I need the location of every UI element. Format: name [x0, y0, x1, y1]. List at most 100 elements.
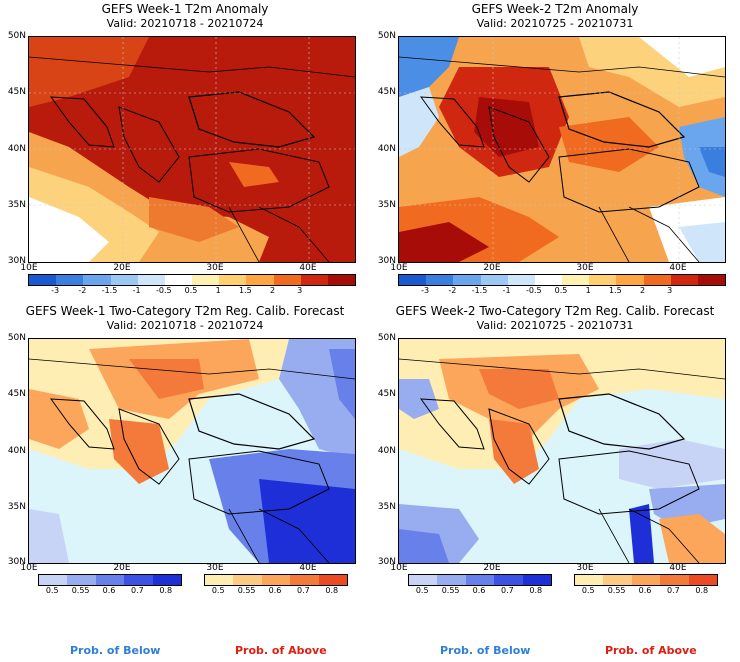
anomaly-swatch-11	[697, 275, 726, 285]
lat-label-35n: 35N	[7, 502, 26, 512]
lat-label-40n: 40N	[377, 144, 396, 154]
anomaly-tick-label: 3	[667, 286, 673, 295]
anomaly-tick-label: 0.5	[554, 286, 568, 295]
anomaly-tick-label: 2	[269, 286, 276, 295]
anomaly-swatch-0	[29, 275, 57, 285]
anomaly-tick-label: 0.5	[184, 286, 198, 295]
lat-label-45n: 45N	[377, 87, 396, 97]
lat-label-30n: 30N	[377, 256, 396, 266]
prob-below-tick-label: 0.5	[415, 586, 429, 595]
anomaly-tick-label: -3	[51, 286, 60, 295]
lon-label-40e: 40E	[669, 263, 687, 273]
panel-valid-dates: Valid: 20210725 - 20210731	[476, 17, 634, 30]
probability-map-graphic	[29, 339, 355, 563]
prob-above-caption-right: Prob. of Above	[605, 644, 697, 657]
anomaly-swatch-8	[616, 275, 644, 285]
prob-below-tick-label: 0.6	[102, 586, 116, 595]
prob-below-colorbar	[408, 574, 552, 586]
prob-below-swatch-4	[152, 575, 182, 585]
anomaly-colorbar	[28, 274, 356, 286]
lon-label-20e: 20E	[483, 263, 501, 273]
anomaly-swatch-4	[507, 275, 535, 285]
anomaly-tick-label: -1	[132, 286, 141, 295]
probability-map-week1	[28, 338, 356, 564]
lon-label-10e: 10E	[20, 563, 38, 573]
anomaly-swatch-9	[643, 275, 671, 285]
panel-valid-dates: Valid: 20210718 - 20210724	[106, 17, 264, 30]
prob-above-tick-label: 0.6	[268, 586, 282, 595]
anomaly-swatch-0	[399, 275, 427, 285]
prob-above-tick-label: 0.5	[211, 586, 225, 595]
anomaly-colorbar	[398, 274, 726, 286]
panel-title: GEFS Week-1 T2m Anomaly	[101, 2, 269, 16]
lon-label-30e: 30E	[206, 263, 224, 273]
panel-week1-probability: GEFS Week-1 Two-Category T2m Reg. Calib.…	[0, 300, 370, 610]
prob-below-caption-right: Prob. of Below	[440, 644, 531, 657]
lat-label-45n: 45N	[377, 389, 396, 399]
prob-below-swatch-0	[39, 575, 68, 585]
prob-below-swatch-3	[494, 575, 523, 585]
lat-label-50n: 50N	[7, 333, 26, 343]
prob-above-tick-label: 0.55	[237, 586, 256, 595]
lat-label-35n: 35N	[377, 502, 396, 512]
panel-valid-dates: Valid: 20210725 - 20210731	[476, 319, 634, 332]
anomaly-tick-label: -2	[78, 286, 87, 295]
probability-map-week2	[398, 338, 726, 564]
anomaly-swatch-2	[453, 275, 481, 285]
prob-below-tick-label: 0.8	[159, 586, 173, 595]
anomaly-swatch-10	[670, 275, 698, 285]
lon-label-10e: 10E	[390, 263, 408, 273]
lon-label-20e: 20E	[483, 563, 501, 573]
panel-valid-dates: Valid: 20210718 - 20210724	[106, 319, 264, 332]
anomaly-tick-label: -1	[502, 286, 511, 295]
prob-below-tick-label: 0.6	[472, 586, 486, 595]
panel-title: GEFS Week-1 Two-Category T2m Reg. Calib.…	[25, 304, 345, 318]
lat-label-50n: 50N	[377, 31, 396, 41]
lat-label-50n: 50N	[377, 333, 396, 343]
anomaly-swatch-7	[219, 275, 247, 285]
prob-above-swatch-0	[205, 575, 234, 585]
probability-map-graphic	[399, 339, 725, 563]
anomaly-tick-label: 1.5	[608, 286, 622, 295]
prob-above-swatch-3	[290, 575, 319, 585]
prob-above-tick-label: 0.6	[638, 586, 652, 595]
prob-below-swatch-2	[465, 575, 495, 585]
anomaly-swatch-8	[246, 275, 274, 285]
prob-above-swatch-0	[575, 575, 604, 585]
lat-label-30n: 30N	[7, 256, 26, 266]
prob-below-swatch-0	[409, 575, 438, 585]
anomaly-map-graphic	[399, 37, 725, 262]
prob-below-colorbar	[38, 574, 182, 586]
panel-week2-anomaly: GEFS Week-2 T2m Anomaly Valid: 20210725 …	[370, 0, 740, 300]
prob-below-swatch-2	[95, 575, 125, 585]
anomaly-map-week1	[28, 36, 356, 263]
prob-above-swatch-2	[631, 575, 661, 585]
prob-below-tick-label: 0.7	[501, 586, 514, 595]
prob-above-swatch-4	[318, 575, 348, 585]
prob-above-tick-label: 0.7	[667, 586, 680, 595]
lat-label-30n: 30N	[7, 557, 26, 567]
prob-above-tick-label: 0.55	[607, 586, 626, 595]
anomaly-swatch-1	[426, 275, 454, 285]
lon-label-40e: 40E	[669, 563, 687, 573]
prob-below-tick-label: 0.55	[441, 586, 460, 595]
lat-label-40n: 40N	[377, 446, 396, 456]
panel-title: GEFS Week-2 Two-Category T2m Reg. Calib.…	[395, 304, 715, 318]
anomaly-tick-label: -1.5	[101, 286, 118, 295]
prob-above-swatch-3	[660, 575, 689, 585]
prob-below-swatch-3	[124, 575, 153, 585]
panel-title: GEFS Week-2 T2m Anomaly	[471, 2, 639, 16]
anomaly-tick-label: 1.5	[238, 286, 252, 295]
prob-below-tick-label: 0.5	[45, 586, 59, 595]
lat-label-30n: 30N	[377, 557, 396, 567]
prob-below-caption-left: Prob. of Below	[70, 644, 161, 657]
lat-label-35n: 35N	[7, 200, 26, 210]
prob-below-swatch-4	[522, 575, 552, 585]
anomaly-swatch-6	[192, 275, 220, 285]
anomaly-swatch-2	[83, 275, 111, 285]
prob-below-swatch-1	[67, 575, 96, 585]
lon-label-30e: 30E	[206, 563, 224, 573]
anomaly-swatch-5	[534, 275, 563, 285]
anomaly-tick-label: -3	[421, 286, 430, 295]
prob-above-swatch-1	[233, 575, 262, 585]
